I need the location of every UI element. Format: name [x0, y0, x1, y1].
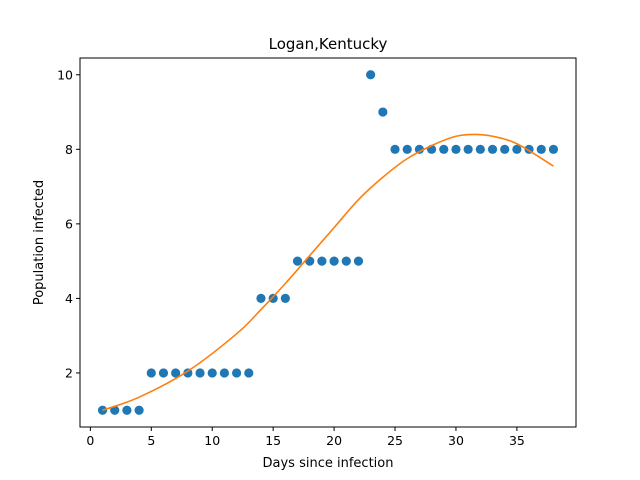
x-tick-label: 0 [86, 433, 94, 448]
data-point [158, 368, 169, 378]
y-tick-label: 2 [65, 365, 73, 380]
data-point [512, 144, 522, 154]
y-axis-label: Population infected [32, 180, 47, 305]
x-axis: 0 5 10 15 20 25 30 35 [86, 427, 525, 448]
y-tick-label: 10 [57, 67, 73, 82]
data-point [329, 256, 339, 266]
data-point [256, 293, 266, 304]
data-point [402, 144, 412, 154]
data-point [219, 368, 230, 378]
x-axis-label: Days since infection [263, 456, 394, 471]
data-point [414, 144, 425, 154]
y-tick-label: 4 [65, 291, 73, 306]
x-tick-label: 35 [509, 433, 525, 448]
data-point [366, 70, 376, 80]
data-point [463, 144, 473, 154]
data-point [475, 144, 485, 154]
y-tick-label: 8 [65, 142, 73, 157]
data-point [231, 368, 242, 378]
data-point [390, 144, 400, 154]
x-tick-label: 15 [265, 433, 281, 448]
data-point [500, 144, 510, 154]
data-point [183, 368, 193, 378]
data-point [305, 256, 315, 266]
x-tick-label: 10 [204, 433, 220, 448]
data-point [536, 144, 546, 154]
y-tick-label: 6 [65, 216, 73, 231]
data-point [110, 405, 120, 415]
data-point [171, 368, 181, 378]
plot-frame [79, 57, 577, 428]
plot-area [97, 70, 559, 415]
data-point [439, 144, 449, 154]
data-point [341, 256, 351, 266]
y-axis: 2 4 6 8 10 [57, 67, 80, 380]
data-point [207, 368, 217, 378]
x-tick-label: 5 [147, 433, 155, 448]
data-point [146, 368, 156, 378]
data-point [122, 405, 132, 415]
data-point [317, 256, 327, 266]
data-point [548, 144, 559, 154]
data-point [195, 368, 205, 378]
data-point [280, 293, 290, 304]
data-point [134, 405, 144, 415]
x-tick-label: 25 [387, 433, 403, 448]
chart-title: Logan,Kentucky [269, 35, 388, 53]
data-point [353, 256, 364, 266]
fit-curve [102, 133, 554, 411]
x-tick-label: 20 [326, 433, 342, 448]
data-point [451, 144, 461, 154]
x-tick-label: 30 [448, 433, 464, 448]
data-point [244, 368, 254, 378]
data-point [378, 107, 388, 117]
data-point [268, 293, 278, 304]
data-point [292, 256, 303, 266]
data-point [487, 144, 498, 154]
